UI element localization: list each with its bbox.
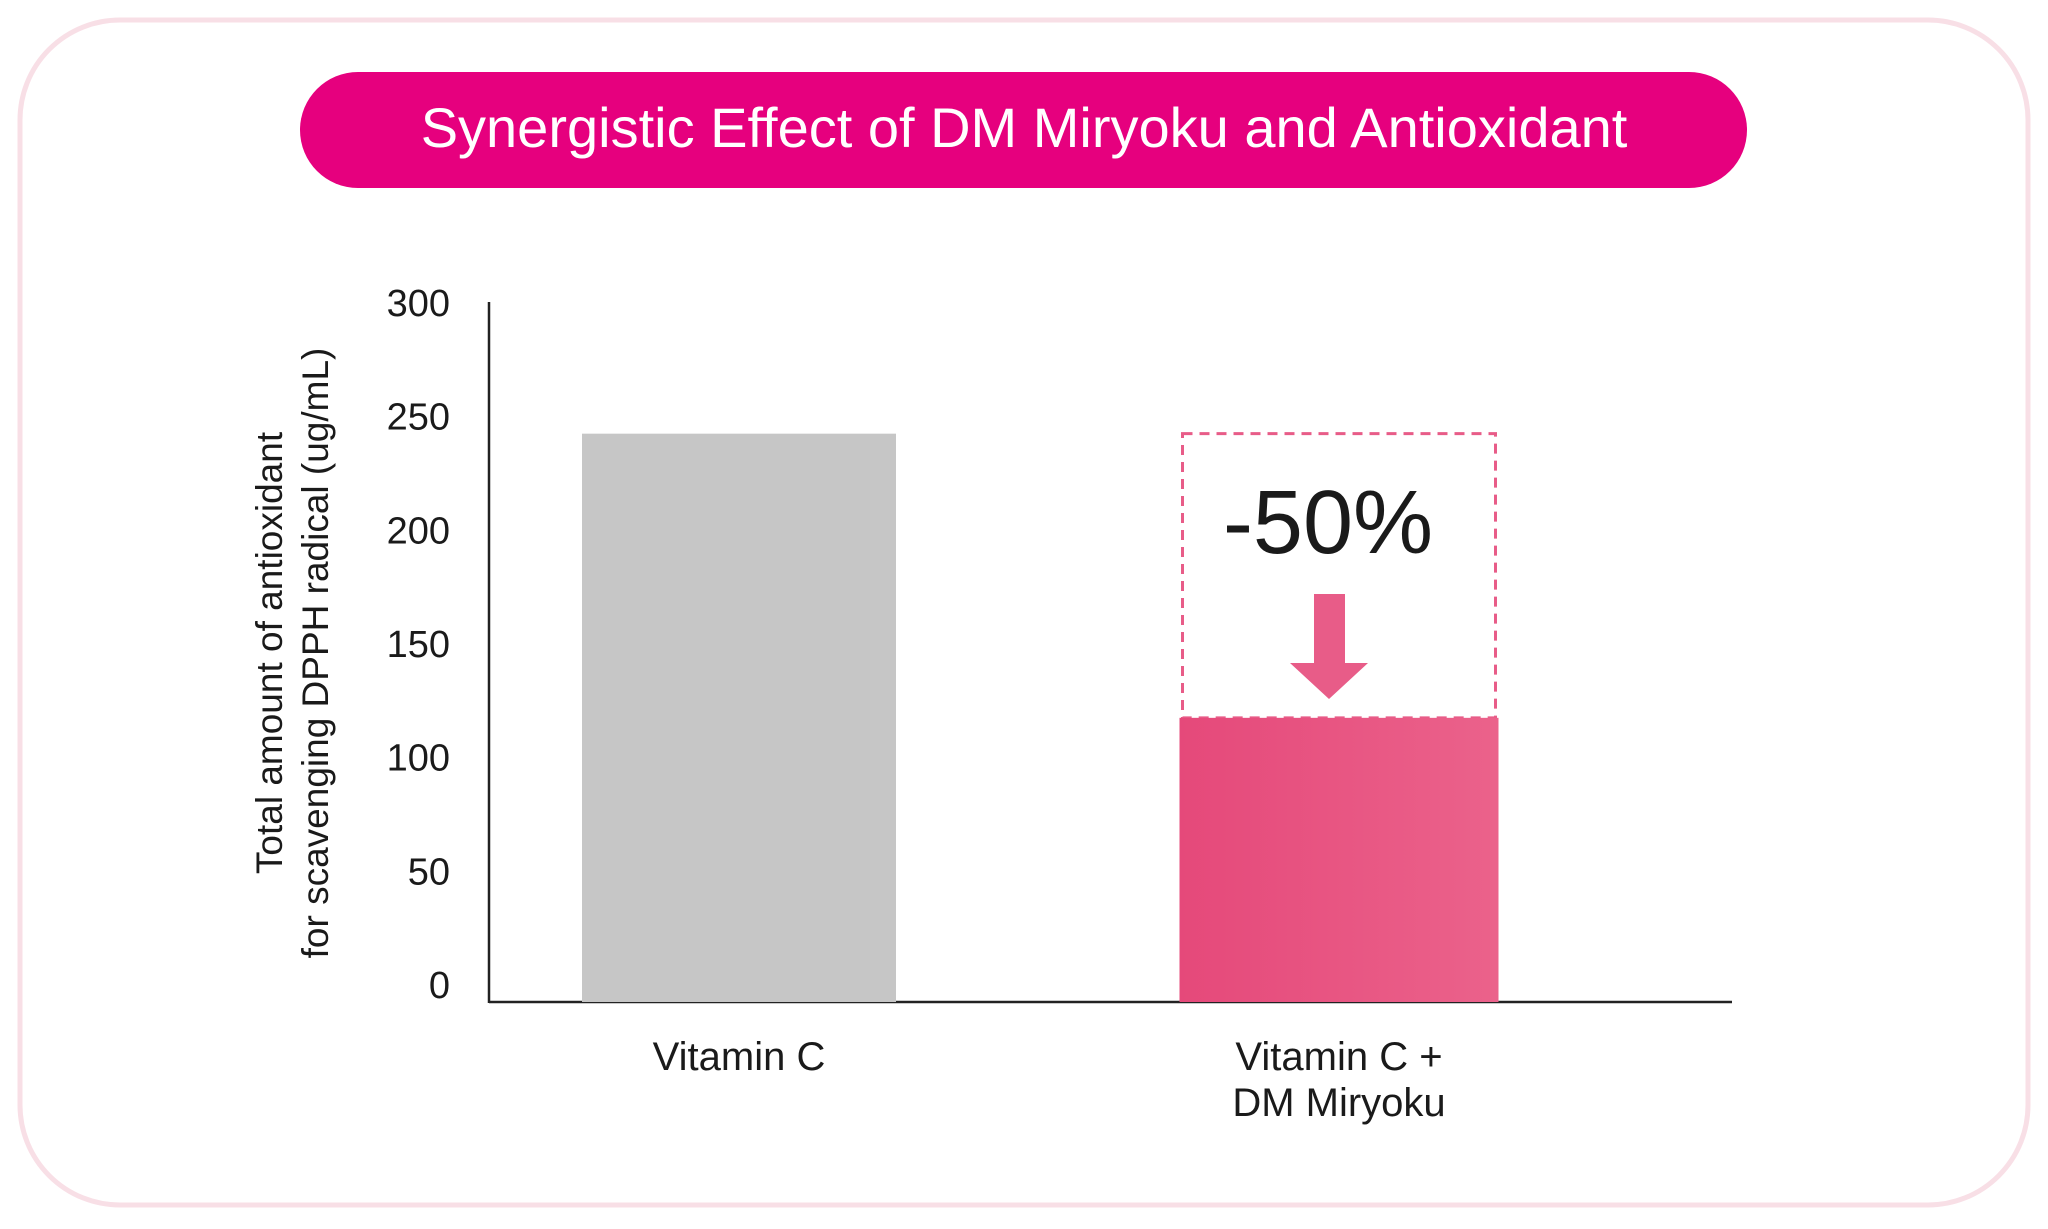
y-axis-label-line: for scavenging DPPH radical (ug/mL) <box>295 348 336 959</box>
y-axis-label-line: Total amount of antioxidant <box>249 431 290 874</box>
arrow-head <box>1290 663 1368 699</box>
y-tick-label: 200 <box>387 510 450 552</box>
y-tick-label: 0 <box>429 965 450 1007</box>
x-tick-label: Vitamin C + DM Miryoku <box>1232 1035 1445 1125</box>
y-tick-label: 100 <box>387 738 450 780</box>
y-tick-label: 300 <box>387 283 450 325</box>
y-tick-label: 150 <box>387 624 450 666</box>
chart-title: Synergistic Effect of DM Miryoku and Ant… <box>421 96 1628 159</box>
card-border <box>17 17 2031 1208</box>
y-axis-label: Total amount of antioxidant for scavengi… <box>249 348 336 959</box>
bar <box>1179 717 1499 1002</box>
arrow <box>1290 594 1368 699</box>
bar <box>582 433 896 1003</box>
y-tick-label: 250 <box>387 397 450 439</box>
annotation: -50% <box>1223 473 1433 573</box>
y-tick-label: 50 <box>408 851 450 893</box>
x-tick-label: Vitamin C <box>653 1035 826 1079</box>
arrow-shaft <box>1314 594 1345 664</box>
title-pill <box>300 72 1747 188</box>
